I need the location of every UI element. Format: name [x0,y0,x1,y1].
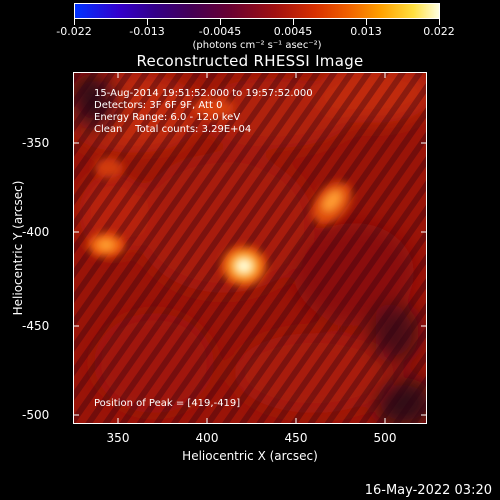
energy-range: Energy Range: 6.0 - 12.0 keV [94,112,241,123]
colorbar-tick [293,19,294,25]
colorbar-tick [366,19,367,25]
colorbar-tick [74,19,75,25]
x-tick-label: 400 [195,431,219,445]
x-axis-label: Heliocentric X (arcsec) [182,449,318,463]
colorbar-tick-label: 0.013 [350,25,382,38]
colorbar-tick-label: -0.022 [56,25,92,38]
colorbar-tick [220,19,221,25]
rhessi-heatmap [74,73,426,423]
x-tick-label: 450 [284,431,308,445]
detectors: Detectors: 3F 6F 9F, Att 0 [94,100,223,111]
colorbar-tick-label: 0.0045 [273,25,313,38]
colorbar-tick-label: 0.022 [423,25,455,38]
peak-position: Position of Peak = [419,-419] [94,398,241,409]
rhessi-image: 15-Aug-2014 19:51:52.000 to 19:57:52.000… [73,72,427,424]
colorbar-tick [147,19,148,25]
plot-date: 16-May-2022 03:20 [364,483,492,498]
x-tick-label: 350 [106,431,130,445]
colorbar-tick-label: -0.0045 [198,25,242,38]
colorbar-unit: (photons cm⁻² s⁻¹ asec⁻²) [192,40,322,51]
x-tick-label: 500 [373,431,397,445]
colorbar-tick-label: -0.013 [129,25,165,38]
clean-counts: Clean Total counts: 3.29E+04 [94,124,252,135]
colorbar-tick [439,19,440,25]
image-title: Reconstructed RHESSI Image [136,52,364,70]
y-tick-label: -450 [22,319,50,333]
time-range: 15-Aug-2014 19:51:52.000 to 19:57:52.000 [94,88,313,99]
colorbar [74,3,440,19]
y-tick-label: -400 [22,225,50,239]
y-axis-label: Heliocentric Y (arcsec) [11,180,25,316]
y-tick-label: -350 [22,136,50,150]
y-tick-label: -500 [22,408,50,422]
